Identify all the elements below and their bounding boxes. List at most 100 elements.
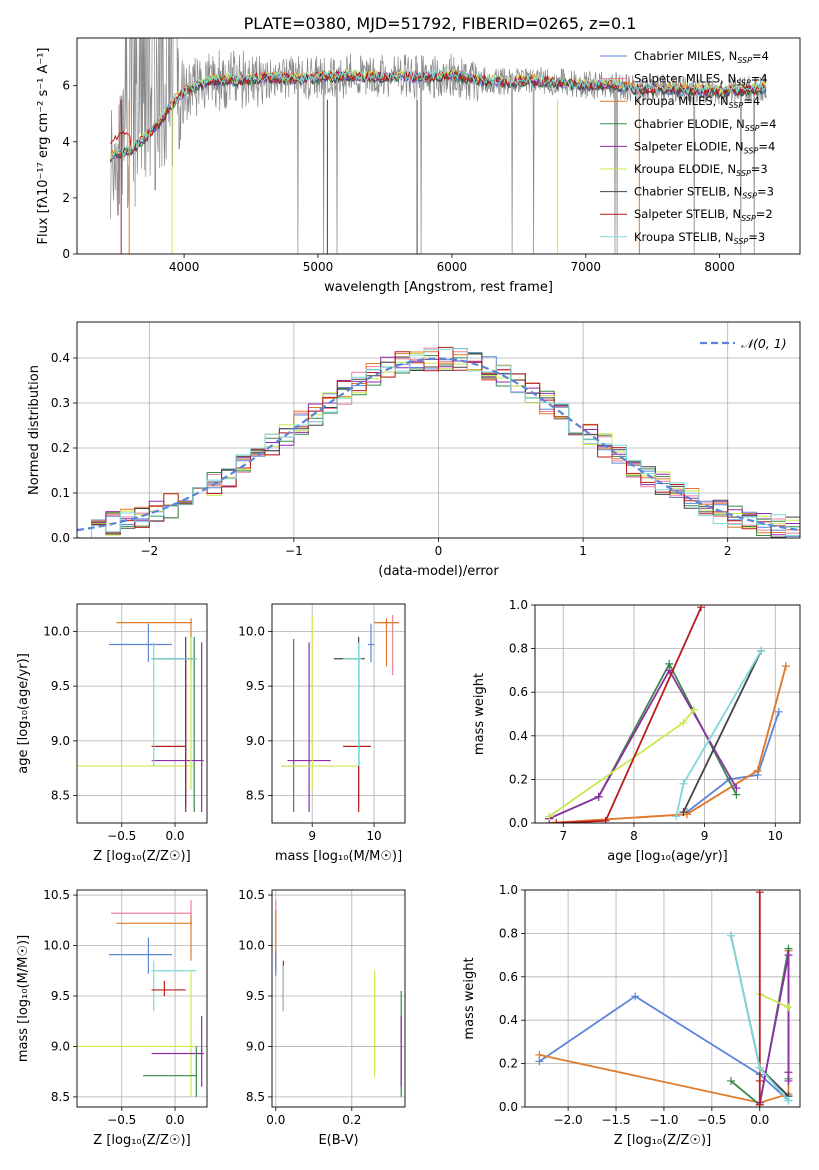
axes-age_vs_Z: −0.5 0.0 8.5 9.0 9.5 10.0 Z [log₁₀(Z/Z☉)] age [… bbox=[16, 603, 208, 864]
legend-entry: 𝒩(0, 1) bbox=[741, 336, 787, 351]
legend-value: =4 bbox=[743, 94, 760, 108]
weight-line-salpeter_stelib bbox=[556, 606, 702, 823]
x-axis-label: wavelength [Angstrom, rest frame] bbox=[324, 280, 553, 295]
x-tick-label: 9 bbox=[308, 829, 316, 843]
axes-frame bbox=[76, 37, 801, 255]
x-axis-label: Z [log₁₀(Z/Z☉)] bbox=[93, 849, 190, 864]
legend-subscript: SSP bbox=[737, 56, 752, 65]
axes-weight_vs_age: 7 8 9 10 0.0 0.2 0.4 0.6 0.8 1.0 age [log₁₀(age/yr… bbox=[472, 598, 801, 864]
legend-subscript: SSP bbox=[741, 214, 756, 223]
weight-marker-kroupa_miles bbox=[753, 766, 762, 775]
y-tick-label: 8.5 bbox=[51, 1090, 70, 1104]
y-tick-label: 0.8 bbox=[509, 642, 528, 656]
weight-marker-chabrier_miles bbox=[631, 992, 640, 1001]
legend-value: =4 bbox=[751, 72, 768, 86]
x-tick-label: 0 bbox=[435, 544, 443, 558]
legend-entry: Salpeter ELODIE, NSSP=4 bbox=[634, 139, 775, 155]
weight-marker-kroupa_stelib bbox=[679, 779, 688, 788]
spectrum-data-line bbox=[110, 38, 767, 254]
x-axis-label: Z [log₁₀(Z/Z☉)] bbox=[614, 1133, 711, 1148]
weight-marker-salpeter_stelib bbox=[755, 1100, 764, 1107]
y-tick-label: 10.5 bbox=[43, 888, 70, 902]
x-tick-label: 0.2 bbox=[342, 1113, 361, 1127]
x-tick-label: −0.5 bbox=[697, 1113, 726, 1127]
x-tick-label: −0.5 bbox=[107, 829, 136, 843]
weight-marker-kroupa_miles bbox=[781, 662, 790, 671]
weight-marker-kroupa_stelib bbox=[755, 1063, 764, 1072]
weight-marker-salpeter_stelib bbox=[755, 890, 764, 897]
legend-value: =4 bbox=[752, 49, 769, 63]
weight-marker-kroupa_stelib bbox=[672, 812, 681, 821]
weight-marker-kroupa_elodie bbox=[545, 812, 554, 821]
x-tick-label: 5000 bbox=[303, 260, 334, 274]
x-tick-label: 9 bbox=[701, 829, 709, 843]
x-tick-label: −1.5 bbox=[601, 1113, 630, 1127]
weight-line-kroupa_miles bbox=[549, 665, 787, 823]
y-tick-label: 9.5 bbox=[246, 989, 265, 1003]
axes-weight_vs_Z: −2.0 −1.5 −1.0 −0.5 0.0 0.0 0.2 0.4 0.6 0.8 1.0 Z [… bbox=[462, 883, 801, 1148]
weight-marker-salpeter_stelib bbox=[755, 1076, 764, 1085]
x-tick-label: −1 bbox=[285, 544, 303, 558]
legend-entry: Chabrier ELODIE, NSSP=4 bbox=[634, 117, 776, 133]
plot-area bbox=[110, 38, 767, 254]
y-tick-label: 0.0 bbox=[499, 1100, 518, 1114]
y-tick-label: 0 bbox=[62, 247, 70, 261]
y-tick-label: 9.0 bbox=[246, 1039, 265, 1053]
legend-entry: Chabrier STELIB, NSSP=3 bbox=[634, 185, 774, 201]
y-tick-label: 6 bbox=[62, 79, 70, 93]
y-tick-label: 0.2 bbox=[51, 441, 70, 455]
plot-area bbox=[77, 346, 800, 538]
axes-frame bbox=[524, 889, 801, 1108]
y-tick-label: 9.0 bbox=[51, 734, 70, 748]
weight-marker-salpeter_elodie bbox=[784, 951, 793, 960]
y-tick-label: 0.1 bbox=[51, 486, 70, 500]
legend-entry: Salpeter MILES, NSSP=4 bbox=[634, 72, 768, 88]
legend-value: =3 bbox=[751, 162, 768, 176]
x-tick-label: 0.0 bbox=[750, 1113, 769, 1127]
y-tick-label: 0.2 bbox=[509, 772, 528, 786]
x-tick-label: −1.0 bbox=[649, 1113, 678, 1127]
y-tick-label: 0.2 bbox=[499, 1057, 518, 1071]
y-tick-label: 1.0 bbox=[509, 598, 528, 612]
y-axis-label: Flux [fλ10⁻¹⁷ erg cm⁻² s⁻¹ A⁻¹] bbox=[36, 48, 51, 245]
legend-subscript: SSP bbox=[745, 124, 760, 133]
y-tick-label: 10.0 bbox=[238, 624, 265, 638]
y-tick-label: 10.0 bbox=[43, 624, 70, 638]
legend-subscript: SSP bbox=[734, 237, 749, 246]
x-tick-label: 4000 bbox=[169, 260, 200, 274]
axes-spectrum: 4000 5000 6000 7000 8000 0 2 4 6 wavelength [Angs… bbox=[36, 37, 801, 295]
x-tick-label: −0.5 bbox=[107, 1113, 136, 1127]
x-axis-label: (data-model)/error bbox=[378, 564, 499, 579]
weight-marker-salpeter_stelib bbox=[552, 819, 561, 823]
y-tick-label: 0.4 bbox=[499, 1013, 518, 1027]
axes-mass_vs_Z: −0.5 0.0 8.5 9.0 9.5 10.0 10.5 Z [log₁₀(Z/Z☉)] m… bbox=[16, 888, 208, 1148]
axes-residuals: −2 −1 0 1 2 0.0 0.1 0.2 0.3 0.4 (data-model)/error… bbox=[27, 321, 801, 579]
legend-subscript: SSP bbox=[742, 192, 757, 201]
y-tick-label: 10.5 bbox=[238, 888, 265, 902]
x-tick-label: 7000 bbox=[571, 260, 602, 274]
x-tick-label: 0.0 bbox=[165, 829, 184, 843]
y-tick-label: 0.0 bbox=[509, 816, 528, 830]
y-tick-label: 10.0 bbox=[238, 939, 265, 953]
y-tick-label: 10.0 bbox=[43, 939, 70, 953]
axes-mass_vs_ebv: 0.0 0.2 8.5 9.0 9.5 10.0 10.5 E(B-V) bbox=[238, 888, 406, 1148]
x-axis-label: Z [log₁₀(Z/Z☉)] bbox=[93, 1133, 190, 1148]
legend-value: =3 bbox=[757, 185, 774, 199]
plot-area bbox=[545, 605, 790, 823]
legend-entry: Kroupa ELODIE, NSSP=3 bbox=[634, 162, 768, 178]
plot-area bbox=[77, 900, 204, 1097]
y-tick-label: 8.5 bbox=[51, 789, 70, 803]
y-tick-label: 9.5 bbox=[51, 679, 70, 693]
y-tick-label: 9.5 bbox=[246, 679, 265, 693]
figure-title: PLATE=0380, MJD=51792, FIBERID=0265, z=0… bbox=[244, 14, 637, 33]
legend-subscript: SSP bbox=[744, 146, 759, 155]
y-tick-label: 0.8 bbox=[499, 926, 518, 940]
y-tick-label: 0.3 bbox=[51, 396, 70, 410]
plot-area bbox=[281, 614, 399, 813]
y-axis-label: mass [log₁₀(M/M☉)] bbox=[16, 935, 31, 1062]
weight-line-salpeter_elodie bbox=[758, 954, 790, 1103]
y-axis-label: mass weight bbox=[472, 673, 487, 755]
x-tick-label: 10 bbox=[768, 829, 783, 843]
weight-line-salpeter_elodie bbox=[548, 668, 738, 820]
